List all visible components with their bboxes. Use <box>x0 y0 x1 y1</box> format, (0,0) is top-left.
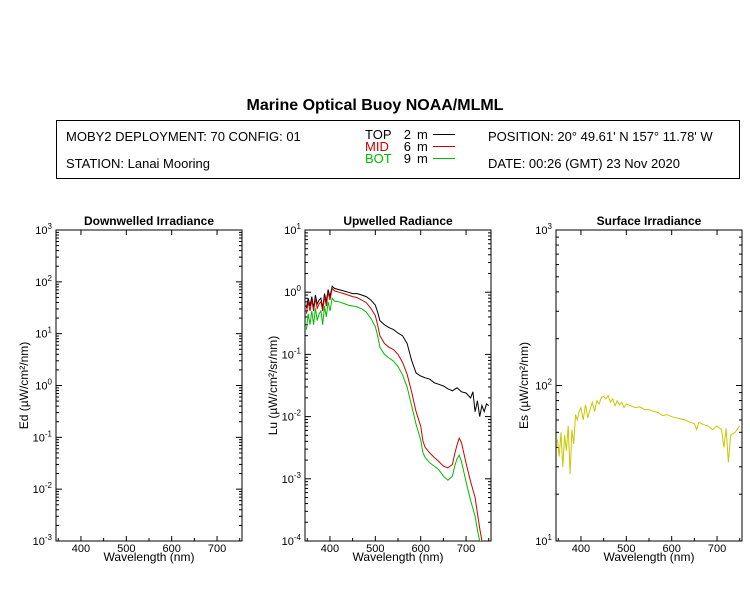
main-title: Marine Optical Buoy NOAA/MLML <box>246 97 504 114</box>
upwelled-radiance-ytick-label: 10-2 <box>282 409 302 424</box>
surface-irradiance-ytick-label: 103 <box>535 222 552 237</box>
info-panel: MOBY2 DEPLOYMENT: 70 CONFIG: 01 STATION:… <box>56 120 740 179</box>
surface-irradiance-xtick-label: 600 <box>663 543 681 555</box>
surface-irradiance-chart: Surface Irradiance 400 500 600 700 Wavelength… <box>517 214 743 564</box>
downwelled-irradiance-chart: Downwelled Irradiance 400 500 600 700 Wavelen… <box>17 214 243 564</box>
depth-bot-swatch <box>433 158 455 159</box>
upwelled-radiance-series-line <box>305 287 483 541</box>
surface-irradiance-frame <box>555 229 743 542</box>
downwelled-irradiance-ytick-label: 103 <box>35 222 52 237</box>
upwelled-radiance-ytick-exponent: -1 <box>294 346 302 355</box>
depth-bot-unit: m <box>417 151 428 166</box>
upwelled-radiance-ytick-exponent: -4 <box>294 533 302 542</box>
upwelled-radiance-chart: Upwelled Radiance 400 500 600 700 Wavelength … <box>266 214 492 564</box>
depth-top-legend: TOP 2 m <box>365 127 455 142</box>
surface-irradiance-ytick-exponent: 3 <box>548 222 553 231</box>
upwelled-radiance-ytick-label: 10-4 <box>282 533 302 548</box>
downwelled-irradiance-ytick-exponent: -1 <box>45 429 53 438</box>
upwelled-radiance-series-line <box>305 285 490 417</box>
station-text: STATION: Lanai Mooring <box>66 156 211 171</box>
depth-top-value: 2 <box>403 127 411 142</box>
downwelled-irradiance-ylabel: Ed (µW/cm²/nm) <box>17 342 31 430</box>
downwelled-irradiance-ytick-exponent: 1 <box>48 326 53 335</box>
downwelled-irradiance-ytick-label: 10-3 <box>33 533 53 548</box>
surface-irradiance-ytick-exponent: 2 <box>548 378 553 387</box>
surface-irradiance-xtick-label: 500 <box>617 543 635 555</box>
surface-irradiance-title: Surface Irradiance <box>597 214 702 228</box>
upwelled-radiance-ytick-label: 100 <box>284 284 301 299</box>
upwelled-radiance-ytick-exponent: -2 <box>294 409 302 418</box>
upwelled-radiance-ytick-label: 101 <box>284 222 301 237</box>
upwelled-radiance-ytick-exponent: 0 <box>297 284 302 293</box>
upwelled-radiance-ytick-label: 10-3 <box>282 471 302 486</box>
upwelled-radiance-ylabel: Lu (µW/cm²/sr/nm) <box>266 336 280 436</box>
downwelled-irradiance-xtick-label: 700 <box>208 543 226 555</box>
surface-irradiance-xtick-label: 700 <box>708 543 726 555</box>
downwelled-irradiance-xtick-label: 400 <box>72 543 90 555</box>
surface-irradiance-ytick-exponent: 1 <box>548 533 553 542</box>
downwelled-irradiance-ytick-label: 10-1 <box>33 429 53 444</box>
deployment-text: MOBY2 DEPLOYMENT: 70 CONFIG: 01 <box>66 129 301 144</box>
surface-irradiance-ytick-label: 101 <box>535 533 552 548</box>
surface-irradiance-series-line <box>556 394 741 474</box>
downwelled-irradiance-title: Downwelled Irradiance <box>84 214 214 228</box>
downwelled-irradiance-ytick-label: 101 <box>35 326 52 341</box>
downwelled-irradiance-ytick-exponent: -3 <box>45 533 53 542</box>
downwelled-irradiance-xtick-label: 500 <box>117 543 135 555</box>
depth-top-unit: m <box>417 127 428 142</box>
depth-bot-value: 9 <box>403 151 411 166</box>
upwelled-radiance-ytick-label: 10-1 <box>282 346 302 361</box>
upwelled-radiance-xlabel: Wavelength (nm) <box>353 550 444 564</box>
upwelled-radiance-series-line <box>305 297 482 541</box>
downwelled-irradiance-ytick-label: 100 <box>35 378 52 393</box>
upwelled-radiance-ytick-exponent: 1 <box>297 222 302 231</box>
upwelled-radiance-xtick-label: 500 <box>366 543 384 555</box>
surface-irradiance-xlabel: Wavelength (nm) <box>604 550 695 564</box>
downwelled-irradiance-ytick-exponent: 0 <box>48 378 53 387</box>
surface-irradiance-ylabel: Es (µW/cm²/nm) <box>517 342 531 429</box>
surface-irradiance-xtick-label: 400 <box>572 543 590 555</box>
downwelled-irradiance-xlabel: Wavelength (nm) <box>104 550 195 564</box>
depth-mid-legend: MID 6 m <box>365 139 455 154</box>
upwelled-radiance-xtick-label: 600 <box>412 543 430 555</box>
downwelled-irradiance-xtick-label: 600 <box>163 543 181 555</box>
downwelled-irradiance-ytick-label: 102 <box>35 274 52 289</box>
surface-irradiance-ytick-label: 102 <box>535 378 552 393</box>
position-text: POSITION: 20° 49.61' N 157° 11.78' W <box>488 129 713 144</box>
depth-mid-label: MID <box>365 139 389 154</box>
upwelled-radiance-frame <box>304 229 492 542</box>
date-text: DATE: 00:26 (GMT) 23 Nov 2020 <box>488 156 680 171</box>
upwelled-radiance-xtick-label: 700 <box>457 543 475 555</box>
depth-mid-value: 6 <box>403 139 411 154</box>
depth-top-label: TOP <box>365 127 392 142</box>
downwelled-irradiance-ytick-exponent: 2 <box>48 274 53 283</box>
depth-top-swatch <box>433 134 455 135</box>
depth-bot-label: BOT <box>365 151 392 166</box>
upwelled-radiance-title: Upwelled Radiance <box>343 214 453 228</box>
depth-mid-swatch <box>433 146 455 147</box>
downwelled-irradiance-ytick-label: 10-2 <box>33 481 53 496</box>
depth-bot-legend: BOT 9 m <box>365 151 455 166</box>
downwelled-irradiance-frame <box>55 229 243 542</box>
depth-mid-unit: m <box>417 139 428 154</box>
upwelled-radiance-xtick-label: 400 <box>321 543 339 555</box>
downwelled-irradiance-ytick-exponent: -2 <box>45 481 53 490</box>
downwelled-irradiance-ytick-exponent: 3 <box>48 222 53 231</box>
upwelled-radiance-ytick-exponent: -3 <box>294 471 302 480</box>
